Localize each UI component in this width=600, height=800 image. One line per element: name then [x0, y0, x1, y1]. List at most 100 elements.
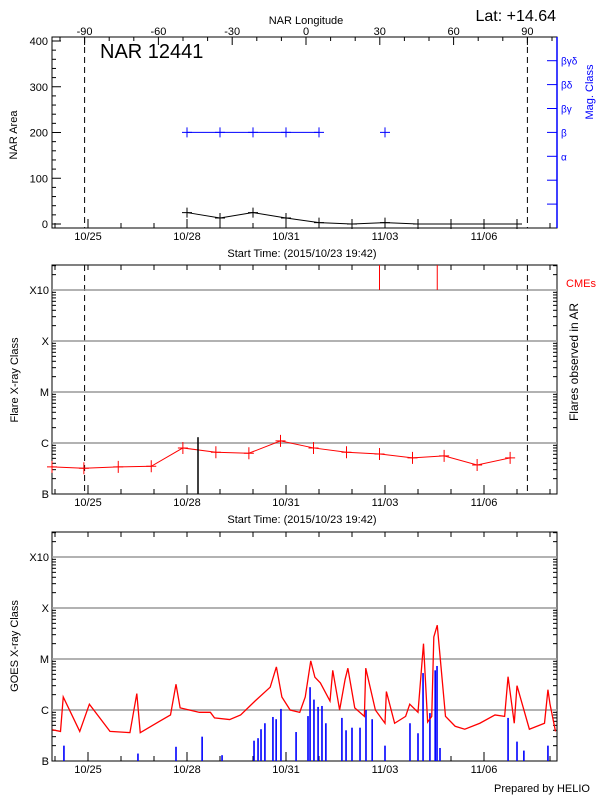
x-tick-label: 10/28: [173, 497, 201, 509]
mag-class-point: [215, 127, 225, 138]
area-point: [413, 219, 423, 229]
mag-class-label: βγ: [561, 105, 572, 116]
longitude-tick-label: 60: [447, 26, 459, 38]
area-point: [281, 213, 291, 224]
x-tick-label: 10/31: [272, 497, 300, 509]
flare-point: [113, 460, 124, 473]
area-point: [215, 213, 225, 224]
flare-point: [177, 441, 188, 454]
region-title: NAR 12441: [100, 41, 203, 63]
x-tick-label: 10/25: [74, 497, 102, 509]
goes-event-bar: [275, 719, 277, 761]
area-point: [314, 217, 324, 228]
area-point: [248, 207, 258, 218]
flare-point: [308, 441, 319, 454]
flare-point: [210, 446, 221, 459]
flare-point: [275, 434, 286, 447]
area-point: [512, 219, 522, 229]
goes-flux-line: [52, 625, 557, 734]
goes-event-bar: [436, 665, 438, 761]
panel2-ylabel: Flare X-ray Class: [9, 337, 21, 422]
x-tick-label: 11/03: [372, 497, 399, 509]
goes-event-bar: [439, 747, 441, 761]
flare-point: [47, 460, 57, 473]
footer-credit: Prepared by HELIO: [494, 783, 590, 795]
goes-event-bar: [321, 705, 323, 761]
goes-event-bar: [63, 745, 65, 761]
goes-event-bar: [345, 730, 347, 761]
y-tick-label: C: [41, 705, 49, 717]
goes-event-bar: [384, 745, 386, 761]
flare-point: [505, 451, 516, 464]
goes-event-bar: [516, 741, 518, 761]
y-tick-label: 200: [30, 128, 48, 140]
goes-event-bar: [201, 736, 203, 761]
x-tick-label: 11/06: [471, 764, 498, 776]
goes-event-bar: [422, 673, 424, 761]
goes-event-bar: [253, 740, 255, 761]
longitude-tick-label: -30: [224, 26, 240, 38]
area-point: [446, 219, 456, 229]
y-tick-label: X10: [29, 552, 49, 564]
goes-event-bar: [434, 670, 436, 761]
panel1-xlabel: Start Time: (2015/10/23 19:42): [227, 248, 376, 260]
flare-point: [146, 460, 157, 473]
y-tick-label: B: [42, 489, 49, 501]
flare-point: [341, 446, 352, 459]
goes-event-bar: [351, 727, 353, 761]
flare-point: [472, 459, 483, 472]
panel3-ylabel: GOES X-ray Class: [9, 600, 21, 692]
x-tick-label: 11/03: [372, 231, 399, 243]
longitude-axis-title: NAR Longitude: [269, 15, 344, 27]
mag-class-point: [281, 127, 291, 138]
goes-event-bar: [409, 723, 411, 761]
longitude-tick-label: 0: [303, 26, 309, 38]
mag-class-label: βδ: [561, 81, 573, 92]
flare-point: [439, 449, 450, 462]
goes-event-bar: [257, 738, 259, 761]
longitude-tick-label: -60: [150, 26, 166, 38]
flare-point: [407, 451, 418, 464]
goes-event-bar: [307, 716, 309, 761]
x-tick-label: 10/25: [74, 764, 102, 776]
mag-class-point: [314, 127, 324, 138]
goes-event-bar: [341, 717, 343, 761]
panel2-xlabel: Start Time: (2015/10/23 19:42): [227, 514, 376, 526]
y-tick-label: X: [42, 336, 50, 348]
x-tick-label: 11/06: [471, 497, 498, 509]
goes-event-bar: [317, 706, 319, 761]
goes-event-bar: [547, 745, 549, 761]
area-point: [380, 217, 390, 228]
x-tick-label: 10/28: [173, 764, 201, 776]
flare-line: [51, 440, 511, 469]
y-tick-label: 400: [30, 36, 48, 48]
x-tick-label: 10/31: [272, 764, 300, 776]
flare-point: [243, 447, 254, 460]
goes-event-bar: [507, 717, 509, 761]
latitude-label: Lat: +14.64: [475, 8, 556, 25]
area-point: [182, 207, 192, 218]
y-tick-label: X: [42, 603, 50, 615]
panel1-y2label: Mag. Class: [584, 64, 596, 120]
flare-point: [78, 462, 89, 475]
y-tick-label: 300: [30, 82, 48, 94]
panel3-frame: [51, 531, 558, 762]
longitude-tick-label: 30: [374, 26, 386, 38]
y-tick-label: M: [40, 654, 49, 666]
y-tick-label: M: [40, 387, 49, 399]
goes-event-bar: [325, 723, 327, 761]
y-tick-label: X10: [29, 285, 49, 297]
panel2-frame: [51, 264, 558, 495]
goes-event-bar: [272, 716, 274, 761]
goes-event-bar: [523, 750, 525, 761]
mag-class-point: [248, 127, 258, 138]
goes-event-bar: [365, 710, 367, 761]
mag-class-label: β: [561, 128, 567, 139]
goes-event-bar: [313, 699, 315, 761]
mag-class-point: [380, 127, 390, 138]
x-tick-label: 11/06: [471, 231, 498, 243]
goes-event-bar: [359, 727, 361, 761]
y-tick-label: 100: [30, 173, 48, 185]
goes-event-bar: [175, 746, 177, 761]
goes-event-bar: [371, 719, 373, 761]
